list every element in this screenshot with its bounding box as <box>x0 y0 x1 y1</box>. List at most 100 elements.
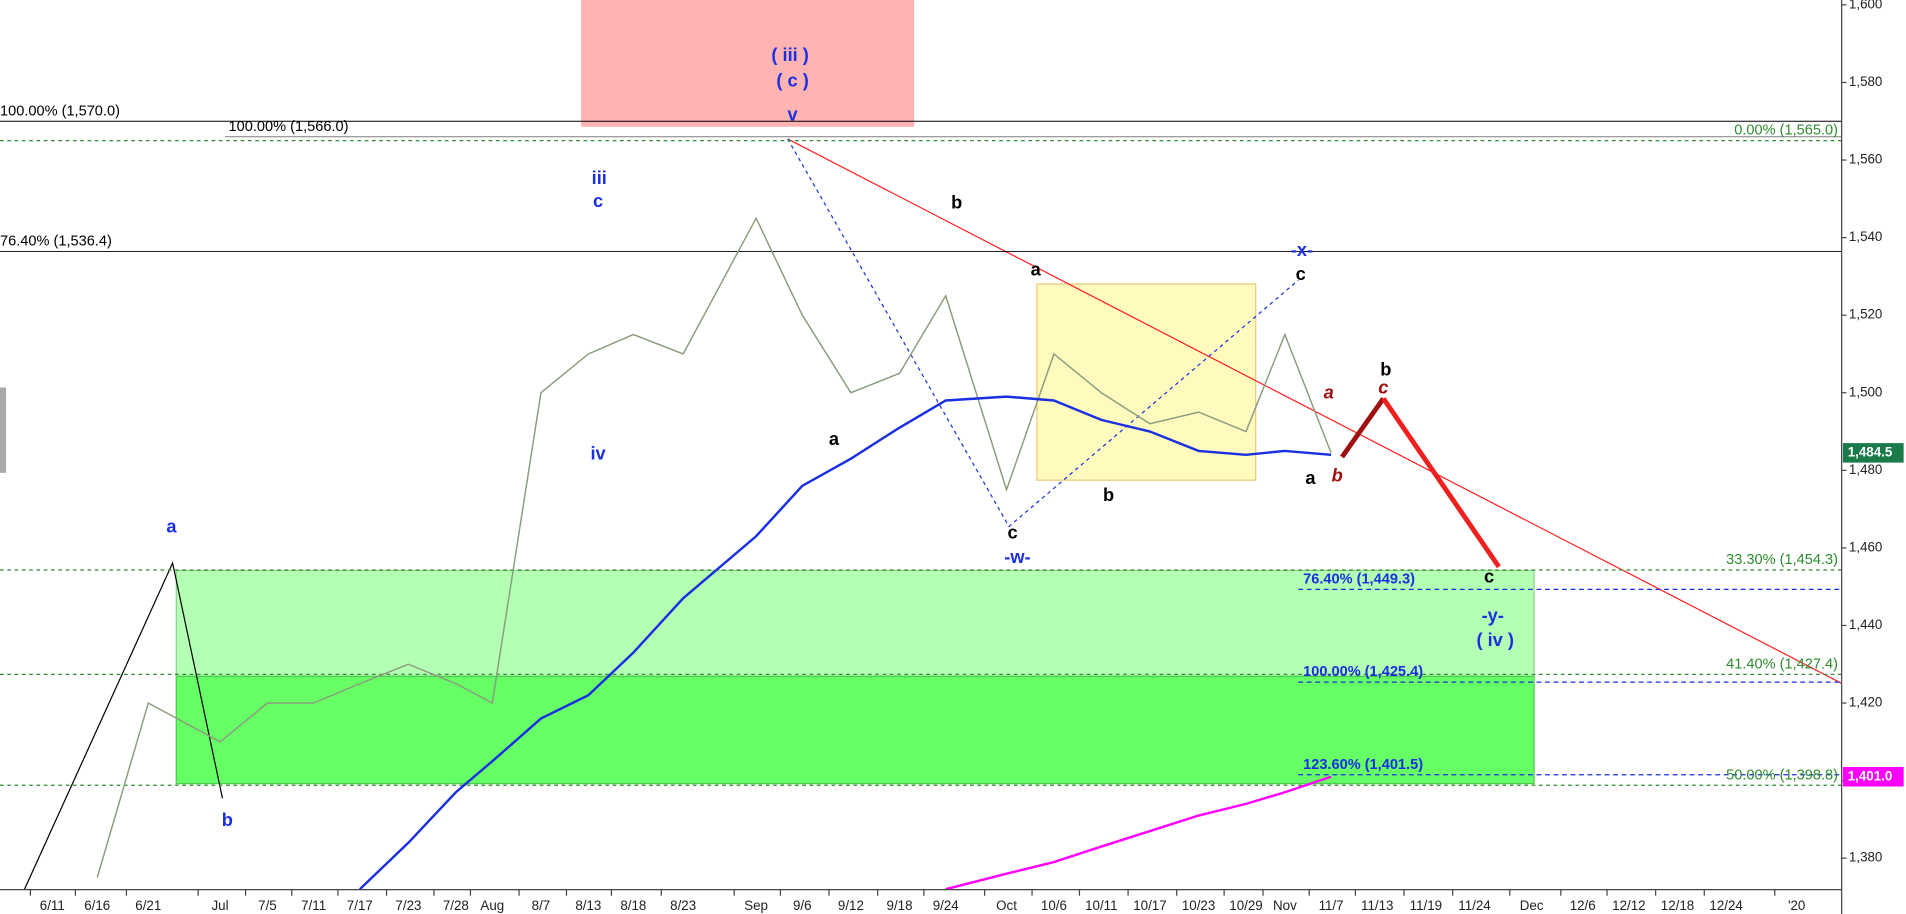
x-tick-label: 7/11 <box>301 898 326 913</box>
y-tick-label: 1,580 <box>1849 74 1882 89</box>
projection-down <box>1381 397 1501 569</box>
x-tick-label: 11/13 <box>1361 898 1393 913</box>
fib-label: 100.00% (1,570.0) <box>0 103 120 119</box>
x-tick-label: 6/16 <box>84 898 110 913</box>
trend-line <box>787 138 1842 685</box>
wave-label: a <box>829 428 840 449</box>
wave-label: -y- <box>1482 604 1504 625</box>
fib-label: 0.00% (1,565.0) <box>1734 123 1838 139</box>
wave-label: a <box>1031 258 1042 279</box>
projection-up <box>1340 397 1386 459</box>
y-tick-label: 1,540 <box>1849 229 1882 244</box>
x-tick-label: 10/11 <box>1085 898 1117 913</box>
wave-label: v <box>787 104 798 125</box>
x-tick-label: Aug <box>480 898 504 913</box>
price-tag-label: 1,484.5 <box>1848 444 1893 459</box>
wave-label: iii <box>592 167 607 188</box>
x-tick-label: 12/12 <box>1612 898 1645 913</box>
x-tick-label: 11/24 <box>1458 898 1491 913</box>
wave-label: -x- <box>1291 239 1313 260</box>
x-tick-label: 8/18 <box>620 898 646 913</box>
x-tick-label: 7/5 <box>258 898 277 913</box>
x-tick-label: 9/6 <box>793 898 812 913</box>
x-tick-label: 7/23 <box>395 898 421 913</box>
x-tick-label: 10/29 <box>1229 898 1262 913</box>
x-tick-label: 8/13 <box>575 898 601 913</box>
x-tick-label: 8/23 <box>670 898 696 913</box>
wave-label: c <box>1008 522 1018 543</box>
wave-label: ( iii ) <box>771 44 808 65</box>
x-tick-label: 12/6 <box>1570 898 1596 913</box>
x-tick-label: 7/17 <box>347 898 373 913</box>
x-tick-label: 9/24 <box>933 898 960 913</box>
y-tick-label: 1,560 <box>1849 152 1882 167</box>
y-tick-label: 1,600 <box>1849 0 1882 11</box>
x-tick-label: 10/17 <box>1133 898 1166 913</box>
wave-channel <box>787 138 1299 528</box>
x-tick-label: 6/21 <box>135 898 161 913</box>
price-tag-label: 1,401.0 <box>1848 768 1893 783</box>
x-tick-label: 8/7 <box>532 898 551 913</box>
y-tick-label: 1,520 <box>1849 307 1882 322</box>
price-tag <box>1842 443 1904 463</box>
x-tick-label: Dec <box>1520 898 1544 913</box>
side-tab <box>0 387 7 473</box>
x-tick-label: 9/18 <box>887 898 913 913</box>
x-tick-label: 12/24 <box>1709 898 1743 913</box>
wave-label: ( iv ) <box>1476 629 1513 650</box>
wave-label: a <box>1324 381 1334 402</box>
x-tick-label: Jul <box>211 898 228 913</box>
y-tick-label: 1,460 <box>1849 539 1882 554</box>
x-tick-label: 11/7 <box>1319 898 1344 913</box>
wave-label: c <box>593 190 603 211</box>
wave-label: c <box>1296 263 1306 284</box>
plot-area <box>0 0 1842 890</box>
x-tick-label: 11/19 <box>1410 898 1442 913</box>
wave-label: b <box>951 191 962 212</box>
wave-label: iv <box>590 442 606 463</box>
wave-label: -w- <box>1004 546 1030 567</box>
support-zone-lower <box>175 675 1535 785</box>
y-tick-label: 1,480 <box>1849 462 1882 477</box>
price-tag <box>1842 766 1904 787</box>
fib-label: 76.40% (1,449.3) <box>1303 571 1415 587</box>
fib-label: 41.40% (1,427.4) <box>1726 656 1838 672</box>
x-tick-label: 12/18 <box>1661 898 1694 913</box>
x-tick-label: '20 <box>1788 898 1805 913</box>
x-tick-label: Nov <box>1273 898 1297 913</box>
wave-label: c <box>1484 565 1494 586</box>
wave-label: b <box>1332 464 1343 485</box>
wave-label: a <box>1305 467 1316 488</box>
y-tick-label: 1,500 <box>1849 384 1882 399</box>
wave-label: b <box>1103 484 1114 505</box>
x-tick-label: Sep <box>744 898 768 913</box>
wave-label: ( c ) <box>776 69 808 90</box>
y-tick-label: 1,440 <box>1849 617 1882 632</box>
wave-label: b <box>222 809 233 830</box>
x-tick-label: 6/11 <box>40 898 65 913</box>
wave-label: a <box>166 516 177 537</box>
y-tick-label: 1,420 <box>1849 695 1882 710</box>
fib-label: 100.00% (1,425.4) <box>1303 664 1423 680</box>
x-tick-label: 9/12 <box>838 898 864 913</box>
target-zone <box>581 0 915 127</box>
wave-label: c <box>1378 377 1388 398</box>
series-line <box>358 395 1332 890</box>
y-tick-label: 1,380 <box>1849 850 1882 865</box>
wave-label: b <box>1380 358 1391 379</box>
fib-label: 100.00% (1,566.0) <box>229 119 349 135</box>
fib-label: 50.00% (1,398.8) <box>1726 767 1838 783</box>
fib-label: 33.30% (1,454.3) <box>1726 552 1838 568</box>
fib-label: 76.40% (1,536.4) <box>0 234 112 250</box>
fib-label: 123.60% (1,401.5) <box>1303 757 1423 773</box>
x-tick-label: 7/28 <box>443 898 469 913</box>
series-line <box>96 216 1332 878</box>
x-tick-label: 10/6 <box>1041 898 1067 913</box>
triangle-zone <box>1036 283 1257 481</box>
series-line <box>945 775 1332 890</box>
wave-line <box>23 561 224 890</box>
x-tick-label: 10/23 <box>1182 898 1215 913</box>
